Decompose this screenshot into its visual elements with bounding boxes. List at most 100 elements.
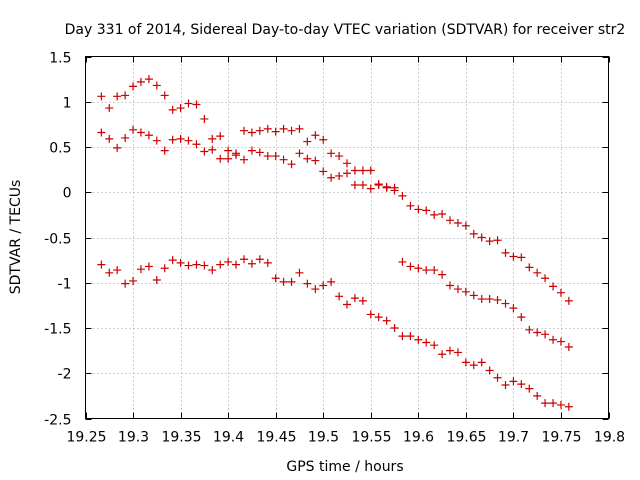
data-point bbox=[97, 260, 106, 269]
data-point bbox=[533, 391, 542, 400]
y-tick-label: -0.5 bbox=[44, 232, 71, 248]
data-point bbox=[160, 91, 169, 100]
data-point bbox=[366, 310, 375, 319]
data-point bbox=[136, 265, 145, 274]
series-series-a bbox=[97, 75, 573, 305]
data-point bbox=[461, 358, 470, 367]
data-point bbox=[517, 380, 526, 389]
y-tick-label: -1 bbox=[58, 277, 72, 293]
data-point bbox=[556, 337, 565, 346]
data-point bbox=[501, 248, 510, 257]
data-point bbox=[208, 266, 217, 275]
data-point bbox=[525, 384, 534, 393]
data-point bbox=[422, 266, 431, 275]
data-point bbox=[343, 169, 351, 178]
data-point bbox=[129, 276, 138, 285]
data-point bbox=[541, 274, 550, 283]
series-series-c bbox=[97, 255, 573, 411]
data-point bbox=[295, 268, 304, 277]
data-point bbox=[176, 134, 185, 143]
y-tick-label: -2.5 bbox=[44, 413, 71, 429]
data-point bbox=[144, 262, 153, 271]
data-point bbox=[501, 381, 510, 390]
y-tick-label: -1.5 bbox=[44, 322, 71, 338]
data-point bbox=[287, 126, 296, 135]
x-tick-label: 19.8 bbox=[594, 430, 625, 446]
data-point bbox=[216, 260, 225, 269]
data-point bbox=[168, 135, 177, 144]
data-point bbox=[303, 137, 312, 146]
plot-frame bbox=[85, 56, 609, 419]
data-point bbox=[541, 330, 550, 339]
data-point bbox=[414, 205, 423, 214]
data-point bbox=[192, 140, 201, 149]
data-point bbox=[549, 335, 558, 344]
data-point bbox=[136, 77, 145, 86]
data-point bbox=[121, 91, 130, 100]
data-point bbox=[97, 92, 106, 101]
data-point bbox=[564, 296, 573, 305]
data-point bbox=[438, 209, 447, 218]
data-point bbox=[232, 260, 241, 269]
data-point bbox=[184, 136, 193, 145]
data-point bbox=[453, 285, 462, 294]
data-point bbox=[319, 167, 328, 176]
data-point bbox=[350, 294, 359, 303]
data-point bbox=[105, 134, 114, 143]
data-point bbox=[121, 279, 130, 288]
y-axis-title: SDTVAR / TECUs bbox=[8, 180, 24, 295]
data-point bbox=[406, 332, 415, 341]
data-point bbox=[240, 155, 249, 164]
data-point bbox=[200, 147, 209, 156]
data-point bbox=[517, 253, 526, 262]
data-point bbox=[319, 281, 328, 290]
data-point bbox=[422, 206, 431, 215]
data-point bbox=[493, 373, 502, 382]
data-point bbox=[549, 282, 558, 291]
data-point bbox=[113, 92, 122, 101]
data-point bbox=[461, 287, 470, 296]
data-point bbox=[303, 154, 312, 163]
data-point bbox=[350, 166, 359, 175]
data-point bbox=[136, 128, 145, 137]
data-point bbox=[501, 299, 510, 308]
data-point bbox=[247, 146, 256, 155]
data-point bbox=[97, 128, 106, 137]
data-point bbox=[366, 184, 375, 193]
data-point bbox=[549, 399, 558, 408]
data-point bbox=[263, 258, 272, 267]
data-points bbox=[97, 75, 573, 411]
data-point bbox=[533, 268, 542, 277]
y-tick-label: 1.5 bbox=[49, 51, 71, 67]
data-point bbox=[224, 154, 233, 163]
data-point bbox=[374, 181, 383, 190]
data-point bbox=[335, 171, 344, 180]
data-point bbox=[406, 262, 415, 271]
data-point bbox=[398, 191, 407, 200]
data-point bbox=[271, 127, 280, 136]
data-point bbox=[445, 281, 454, 290]
data-point bbox=[564, 402, 573, 411]
data-point bbox=[398, 332, 407, 341]
data-point bbox=[469, 361, 478, 370]
data-point bbox=[445, 346, 454, 355]
data-point bbox=[105, 104, 114, 113]
data-point bbox=[208, 145, 217, 154]
data-point bbox=[430, 341, 439, 350]
data-point bbox=[247, 259, 256, 268]
data-point bbox=[493, 236, 502, 245]
data-point bbox=[422, 338, 431, 347]
data-point bbox=[469, 229, 478, 238]
y-tick-label: 0.5 bbox=[49, 141, 71, 157]
data-point bbox=[240, 126, 249, 135]
data-point bbox=[343, 159, 351, 168]
data-point bbox=[279, 124, 288, 133]
data-point bbox=[184, 261, 193, 270]
data-point bbox=[335, 152, 344, 161]
chart-title: Day 331 of 2014, Sidereal Day-to-day VTE… bbox=[65, 22, 626, 38]
data-point bbox=[358, 296, 367, 305]
data-point bbox=[406, 201, 415, 210]
data-point bbox=[200, 261, 209, 270]
data-point bbox=[184, 99, 193, 108]
